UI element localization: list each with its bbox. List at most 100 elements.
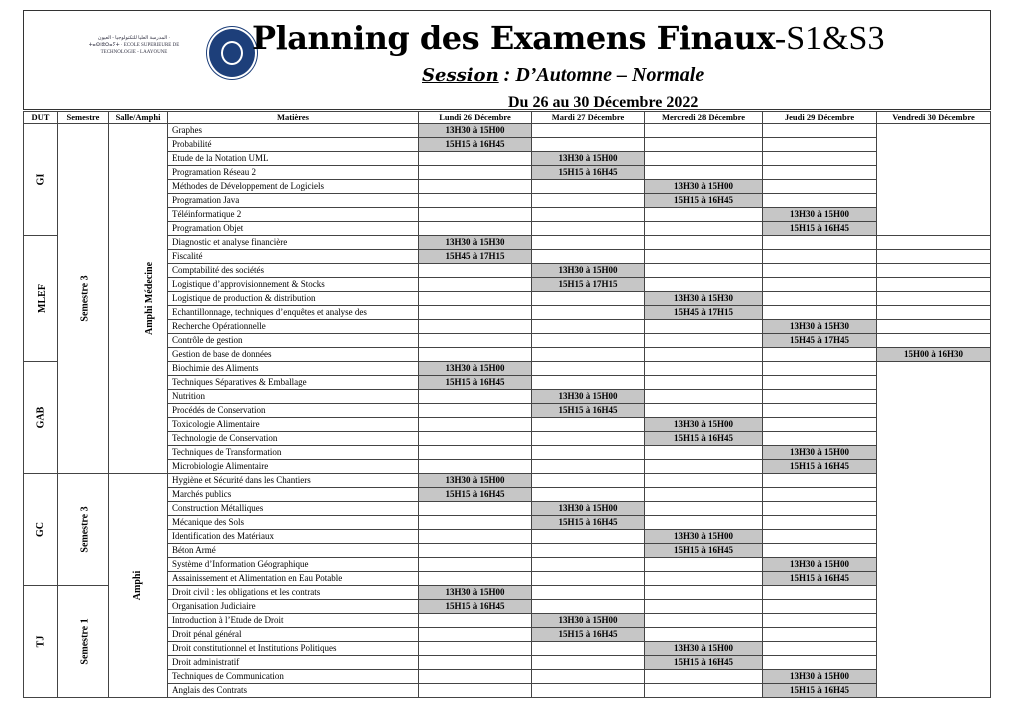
subject-cell: Anglais des Contrats [167, 683, 419, 698]
day-cell-empty [418, 515, 532, 530]
day-cell-empty [876, 249, 991, 264]
day-cell-empty [531, 319, 645, 334]
subject-cell: Fiscalité [167, 249, 419, 264]
dut-label: GI [34, 173, 46, 186]
table-header-row: DUT Semestre Salle/Amphi Matières Lundi 26 D… [23, 111, 991, 124]
subject-cell: Technologie de Conservation [167, 431, 419, 446]
day-cell-empty [531, 235, 645, 250]
table-row: Techniques de Transformation 13H30 à 15H0… [24, 445, 991, 460]
day-cell-empty [418, 543, 532, 558]
dut-label: GAB [34, 406, 46, 429]
exam-time-slot: 13H30 à 15H00 [644, 529, 763, 544]
subject-cell: Droit constitutionnel et Institutions Po… [167, 641, 419, 656]
day-cell-empty [418, 641, 532, 656]
day-cell-empty [418, 207, 532, 222]
day-cell-empty [644, 277, 763, 292]
column-header: Semestre [57, 111, 109, 124]
day-cell-empty [762, 389, 877, 404]
subject-cell: Contrôle de gestion [167, 333, 419, 348]
exam-time-slot: 13H30 à 15H30 [644, 291, 763, 306]
exam-time-slot: 13H30 à 15H00 [531, 263, 645, 278]
subject-cell: Hygiène et Sécurité dans les Chantiers [167, 473, 419, 488]
exam-time-slot: 13H30 à 15H00 [531, 501, 645, 516]
day-cell-empty [418, 333, 532, 348]
session-label: Session [422, 65, 499, 86]
day-cell-empty [644, 151, 763, 166]
subject-cell: Mécanique des Sols [167, 515, 419, 530]
exam-time-slot: 13H30 à 15H00 [531, 613, 645, 628]
exam-time-slot: 13H30 à 15H00 [762, 557, 877, 572]
day-cell-empty [762, 193, 877, 208]
subject-cell: Comptabilité des sociétés [167, 263, 419, 278]
day-cell-empty [876, 277, 991, 292]
session-line: Session : D’Automne – Normale [422, 64, 704, 87]
day-cell-empty [762, 431, 877, 446]
date-range: Du 26 au 30 Décembre 2022 [508, 94, 699, 111]
exam-time-slot: 13H30 à 15H00 [644, 417, 763, 432]
table-row: Méthodes de Développement de Logiciels 13… [24, 179, 991, 194]
table-row: Techniques de Communication 13H30 à 15H00 [24, 669, 991, 684]
table-row: MLEF Diagnostic et analyse financière 13H3… [23, 235, 991, 362]
exam-time-slot: 15H15 à 16H45 [644, 655, 763, 670]
column-header: Salle/Amphi [108, 111, 168, 124]
room-cell: Amphi Médecine [108, 123, 168, 474]
day-cell-empty [418, 571, 532, 586]
exam-time-slot: 15H15 à 16H45 [644, 543, 763, 558]
day-cell-empty [531, 179, 645, 194]
column-header: Jeudi 29 Décembre [762, 111, 877, 124]
day-cell-empty [531, 445, 645, 460]
table-row: Marchés publics 15H15 à 16H45 [24, 487, 991, 502]
exam-time-slot: 13H30 à 15H30 [418, 235, 532, 250]
column-header: Lundi 26 Décembre [418, 111, 532, 124]
day-cell-empty [762, 655, 877, 670]
dut-cell: GI [23, 123, 58, 236]
exam-time-slot: 13H30 à 15H00 [644, 179, 763, 194]
table-row: Fiscalité 15H45 à 17H15 [24, 249, 991, 264]
day-cell-empty [644, 683, 763, 698]
day-cell-empty [531, 599, 645, 614]
day-cell-empty [644, 403, 763, 418]
exam-time-slot: 15H15 à 16H45 [762, 683, 877, 698]
title-suffix: -S1&S3 [774, 20, 885, 57]
table-row: Technologie de Conservation 15H15 à 16H45 [24, 431, 991, 446]
semester-label: Semestre 3 [79, 275, 91, 322]
subject-cell: Etude de la Notation UML [167, 151, 419, 166]
table-row: Programation Réseau 2 15H15 à 16H45 [24, 165, 991, 180]
day-cell-empty [644, 557, 763, 572]
day-cell-empty [418, 277, 532, 292]
exam-time-slot: 15H45 à 17H45 [762, 333, 877, 348]
table-row: Introduction à l’Etude de Droit 13H30 à 1… [24, 613, 991, 628]
day-cell-empty [876, 319, 991, 334]
semester-label: Semestre 1 [79, 618, 91, 665]
table-row: Téléinformatique 2 13H30 à 15H00 [24, 207, 991, 222]
day-cell-empty [418, 431, 532, 446]
day-cell-empty [876, 291, 991, 306]
day-cell-empty [418, 669, 532, 684]
day-cell-empty [644, 389, 763, 404]
day-cell-empty [876, 263, 991, 278]
exam-time-slot: 15H15 à 16H45 [531, 627, 645, 642]
semester-cell: Semestre 3 [57, 123, 109, 474]
day-cell-empty [762, 235, 877, 250]
exam-time-slot: 13H30 à 15H00 [762, 207, 877, 222]
day-cell-empty [762, 165, 877, 180]
seal-icon [207, 27, 257, 79]
day-cell-empty [762, 277, 877, 292]
title-main: Planning des Examens Finaux [252, 19, 775, 57]
subject-cell: Programation Objet [167, 221, 419, 236]
subject-cell: Toxicologie Alimentaire [167, 417, 419, 432]
exam-time-slot: 13H30 à 15H00 [644, 641, 763, 656]
exam-time-slot: 15H15 à 16H45 [418, 137, 532, 152]
dut-cell: TJ [23, 585, 58, 698]
day-cell-empty [644, 221, 763, 236]
day-cell-empty [762, 151, 877, 166]
table-row: Logistique de production & distribution 1… [24, 291, 991, 306]
day-cell-empty [762, 137, 877, 152]
table-row: Anglais des Contrats 15H15 à 16H45 [24, 683, 991, 698]
table-row: Système d’Information Géographique 13H30 … [24, 557, 991, 572]
exam-time-slot: 13H30 à 15H00 [418, 123, 532, 138]
column-header: Mardi 27 Décembre [531, 111, 645, 124]
table-row: Programation Java 15H15 à 16H45 [24, 193, 991, 208]
subject-cell: Techniques de Communication [167, 669, 419, 684]
day-cell-empty [762, 123, 877, 138]
